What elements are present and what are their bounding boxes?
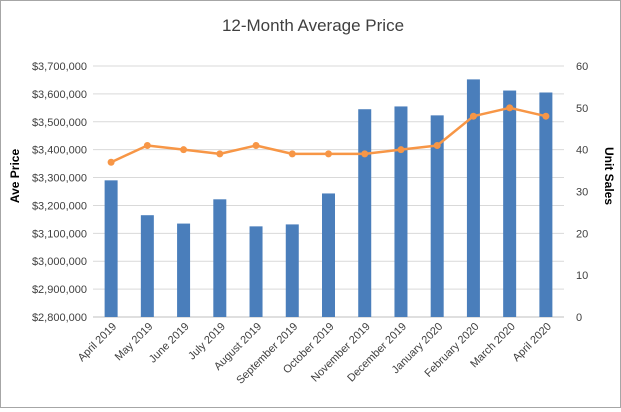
y2-tick-label: 0 — [576, 312, 582, 324]
right-axis-ticks: 0 10 20 30 40 50 60 — [576, 61, 588, 324]
line-point — [143, 141, 151, 149]
line-point — [397, 146, 405, 154]
bar — [322, 193, 335, 317]
line-point — [433, 141, 441, 149]
bar — [466, 79, 480, 318]
bar — [104, 180, 118, 317]
bar — [503, 90, 517, 317]
line-point — [216, 150, 224, 158]
bar — [285, 224, 299, 317]
bar — [430, 115, 444, 317]
line-point — [542, 112, 550, 120]
line-point — [325, 150, 332, 158]
y-tick-label: $3,400,000 — [32, 145, 87, 157]
y2-tick-label: 40 — [576, 145, 588, 157]
chart-title: 12-Month Average Price — [222, 16, 404, 35]
line-series — [107, 104, 550, 166]
y-tick-label: $3,200,000 — [32, 200, 87, 212]
y2-tick-label: 50 — [576, 103, 588, 115]
y-tick-label: $3,300,000 — [32, 173, 87, 185]
line-point — [180, 146, 188, 154]
left-axis-ticks: $2,800,000 $2,900,000 $3,000,000 $3,100,000… — [32, 61, 87, 324]
y-axis-label: Ave Price — [8, 149, 22, 204]
y2-tick-label: 60 — [576, 61, 588, 73]
line-point — [506, 104, 514, 112]
bar — [213, 199, 227, 317]
bar — [539, 92, 553, 317]
bar — [394, 106, 408, 317]
y2-tick-label: 10 — [576, 270, 588, 282]
y-tick-label: $3,700,000 — [32, 61, 87, 73]
y2-axis-label: Unit Sales — [602, 147, 616, 205]
x-tick-label: April 2019 — [76, 321, 120, 365]
bar — [249, 226, 263, 317]
line-point — [361, 150, 369, 158]
y-tick-label: $3,000,000 — [32, 256, 87, 268]
line-point — [252, 141, 260, 149]
y2-tick-label: 30 — [576, 187, 588, 199]
bar-series — [104, 79, 553, 318]
x-tick-label: April 2020 — [510, 321, 554, 365]
y-tick-label: $2,800,000 — [32, 312, 87, 324]
y-tick-label: $3,500,000 — [32, 117, 87, 129]
line-point — [107, 158, 115, 166]
y-tick-label: $2,900,000 — [32, 284, 87, 296]
line-point — [288, 150, 296, 158]
bar — [177, 223, 191, 317]
x-tick-label: September 2019 — [234, 321, 300, 387]
y-tick-label: $3,100,000 — [32, 228, 87, 240]
y-tick-label: $3,600,000 — [32, 89, 87, 101]
y2-tick-label: 20 — [576, 228, 588, 240]
line-point — [469, 112, 477, 120]
bar — [358, 109, 372, 317]
bar — [140, 215, 154, 317]
